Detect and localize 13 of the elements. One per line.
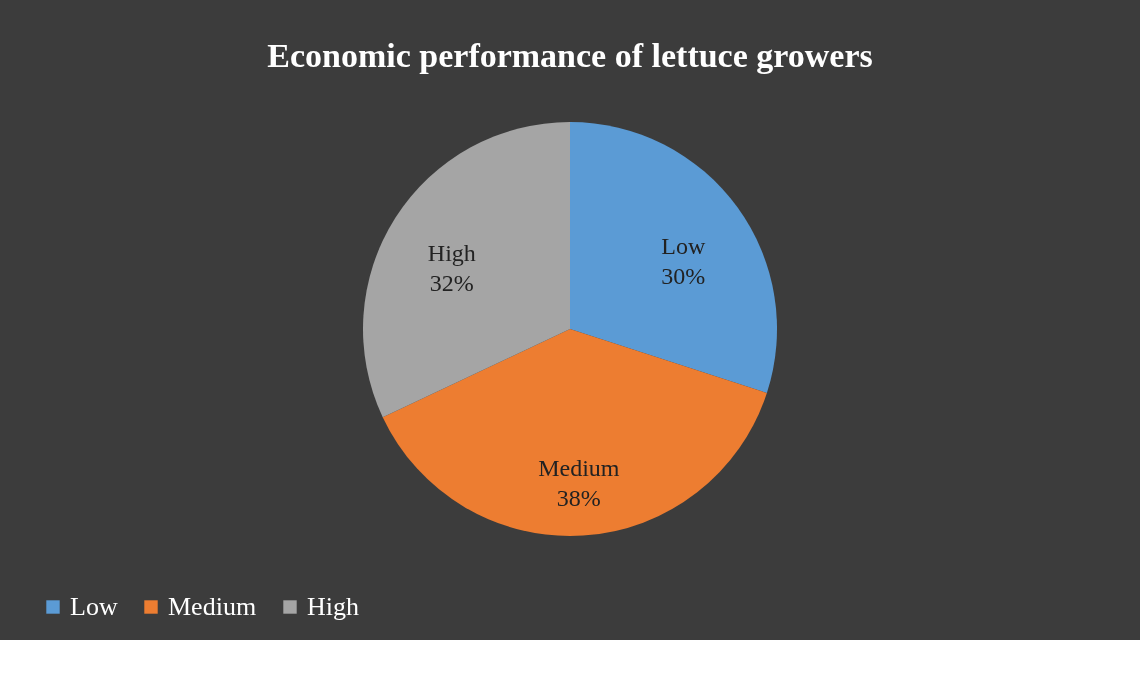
slice-label: Medium bbox=[538, 454, 620, 481]
legend-label: High bbox=[307, 592, 359, 621]
slice-label: High bbox=[427, 239, 476, 266]
pie-slice bbox=[363, 122, 570, 418]
chart-title: Economic performance of lettuce growers bbox=[267, 37, 873, 74]
data-label: 32% bbox=[429, 269, 474, 296]
data-label: 30% bbox=[661, 262, 706, 289]
legend-label: Medium bbox=[168, 592, 257, 621]
data-label: 38% bbox=[556, 484, 601, 511]
pie-slice bbox=[382, 329, 767, 536]
slice-label: Low bbox=[661, 232, 706, 259]
legend-label: Low bbox=[70, 592, 118, 621]
pie-slice bbox=[570, 122, 777, 393]
